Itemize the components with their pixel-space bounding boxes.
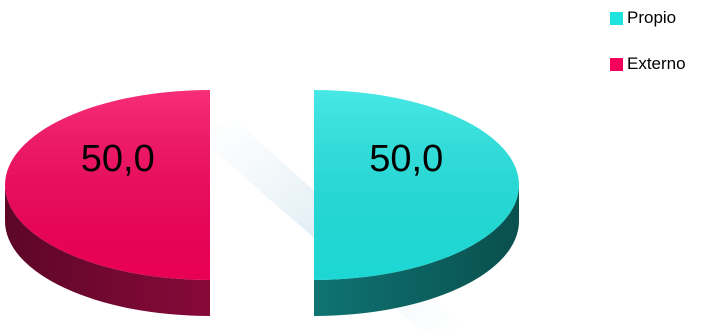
pie-slice-externo bbox=[5, 90, 210, 316]
pie-slice-side-shade-propio bbox=[314, 185, 519, 316]
pie-slice-shine-externo bbox=[5, 90, 210, 280]
data-label-externo: 50,0 bbox=[81, 138, 155, 180]
pie-slice-side-shade-externo bbox=[5, 185, 210, 316]
data-label-propio: 50,0 bbox=[369, 138, 443, 180]
legend-item-propio: Propio bbox=[610, 6, 686, 30]
pie-slice-shine-propio bbox=[314, 90, 519, 280]
pie-slice-propio bbox=[314, 90, 519, 316]
pie-data-labels: 50,0 50,0 bbox=[81, 138, 443, 180]
legend-swatch-propio bbox=[610, 11, 623, 25]
legend: Propio Externo bbox=[610, 6, 686, 98]
legend-label-propio: Propio bbox=[627, 8, 677, 27]
legend-item-externo: Externo bbox=[610, 52, 686, 76]
pie-slices bbox=[5, 90, 519, 316]
legend-label-externo: Externo bbox=[627, 54, 686, 73]
legend-swatch-externo bbox=[610, 57, 623, 71]
